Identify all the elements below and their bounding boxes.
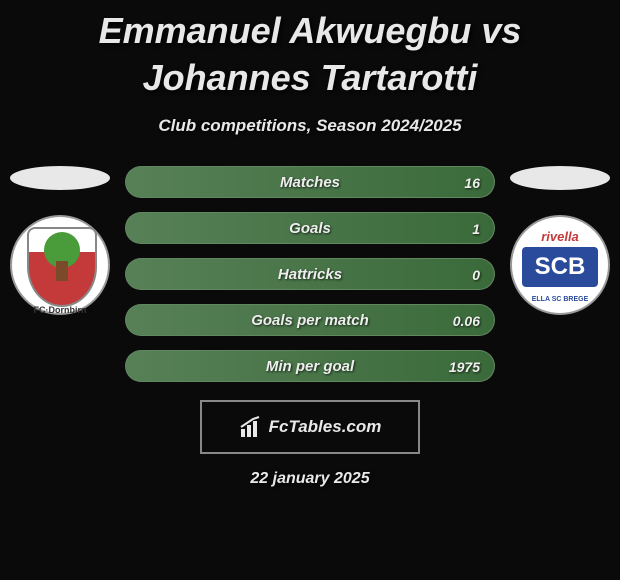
stat-label: Hattricks — [126, 259, 494, 291]
badge-left-text: FC·Dornbirn — [12, 305, 108, 315]
stat-row: Hattricks0 — [125, 258, 495, 290]
stat-row: Goals1 — [125, 212, 495, 244]
stat-right-value: 16 — [450, 167, 494, 199]
content-area: FC·Dornbirn rivella SCB ELLA SC BREGE Ma… — [0, 166, 620, 488]
stat-right-value: 0.06 — [439, 305, 494, 337]
badge-right-top-text: rivella — [512, 229, 608, 244]
stat-row: Goals per match0.06 — [125, 304, 495, 336]
stat-right-value: 1 — [458, 213, 494, 245]
player-right-column: rivella SCB ELLA SC BREGE — [510, 166, 610, 315]
stat-row: Matches16 — [125, 166, 495, 198]
logo-text: FcTables.com — [269, 417, 382, 437]
stat-label: Matches — [126, 167, 494, 199]
season-subtitle: Club competitions, Season 2024/2025 — [0, 116, 620, 136]
comparison-title: Emmanuel Akwuegbu vs Johannes Tartarotti — [0, 0, 620, 102]
stat-row: Min per goal1975 — [125, 350, 495, 382]
badge-right-bottom-text: ELLA SC BREGE — [512, 296, 608, 303]
stat-right-value: 1975 — [435, 351, 494, 383]
fctables-logo: FcTables.com — [200, 400, 420, 454]
date-text: 22 january 2025 — [0, 470, 620, 488]
stat-label: Goals — [126, 213, 494, 245]
player-right-face-placeholder — [510, 166, 610, 190]
chart-icon — [239, 415, 263, 439]
player-left-club-badge: FC·Dornbirn — [10, 215, 110, 315]
player-left-face-placeholder — [10, 166, 110, 190]
badge-right-mid-text: SCB — [522, 247, 598, 287]
player-left-column: FC·Dornbirn — [10, 166, 110, 315]
player-right-club-badge: rivella SCB ELLA SC BREGE — [510, 215, 610, 315]
stat-right-value: 0 — [458, 259, 494, 291]
badge-trunk-icon — [56, 261, 68, 281]
stats-container: Matches16 Goals1 Hattricks0 Goals per match… — [125, 166, 495, 382]
